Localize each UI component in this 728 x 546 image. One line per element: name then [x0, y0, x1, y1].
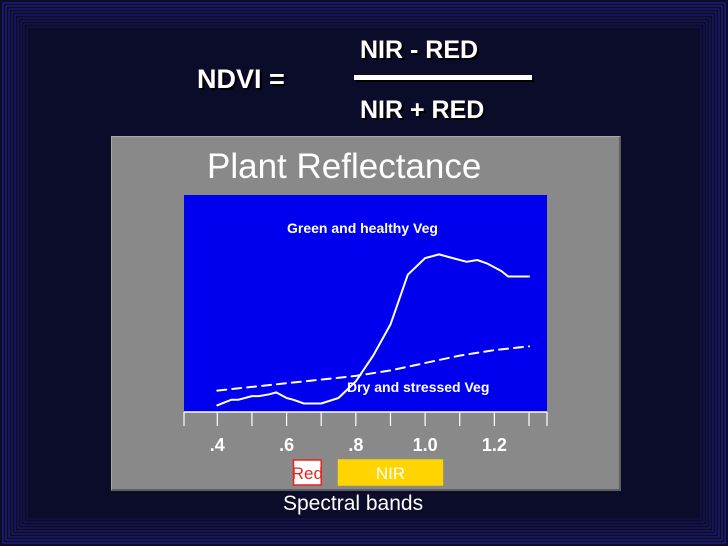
x-axis-label: Spectral bands [283, 492, 424, 515]
annotation-dry-veg: Dry and stressed Veg [347, 379, 489, 395]
band-label-nir: NIR [376, 464, 405, 483]
frame-line [26, 26, 702, 520]
frame-line [8, 8, 720, 538]
ndvi-label: NDVI = [197, 64, 285, 94]
band-box-red [292, 459, 322, 486]
frame-line [20, 20, 708, 526]
frame-line [17, 17, 711, 529]
spectral-bands: Red NIR [292, 459, 444, 486]
frame-line [14, 14, 714, 532]
x-tick-label: 1.0 [413, 435, 438, 455]
x-tick-label: .8 [348, 435, 363, 455]
chart-title: Plant Reflectance [207, 147, 482, 186]
frame-line [11, 11, 717, 535]
band-label-red: Red [292, 464, 323, 483]
ndvi-numerator: NIR - RED [360, 36, 479, 64]
fraction-bar [354, 75, 532, 80]
x-tick-label: 1.2 [482, 435, 507, 455]
series-line-healthy [216, 253, 530, 407]
x-tick-label: .6 [279, 435, 294, 455]
frame-line [23, 23, 705, 523]
series-lines [216, 253, 530, 407]
frame-line [5, 5, 723, 541]
series-line-dry [216, 345, 530, 392]
x-tick-label: .4 [210, 435, 225, 455]
x-tick-labels: .4 .6 .8 1.0 1.2 [210, 435, 507, 455]
ndvi-denominator: NIR + RED [360, 96, 485, 124]
annotation-healthy-veg: Green and healthy Veg [287, 220, 438, 236]
x-axis [183, 411, 548, 426]
plot-area [184, 195, 547, 412]
band-box-nir [337, 459, 444, 486]
